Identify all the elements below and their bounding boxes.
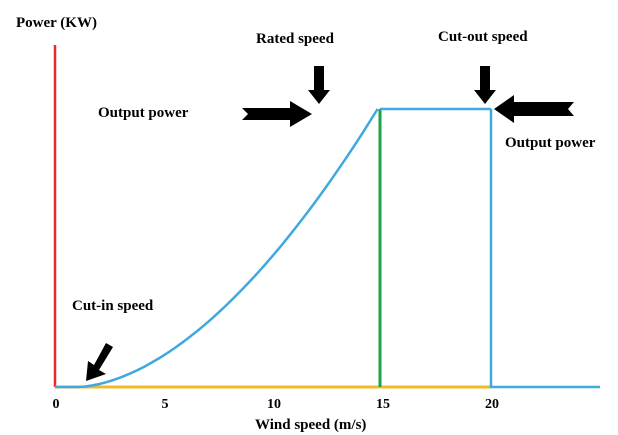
power-curve-cutout-tail [489, 109, 600, 389]
output-power-arrow-right [494, 95, 574, 123]
cut-out-speed-arrow [474, 66, 496, 104]
output-power-arrow-left [242, 101, 312, 127]
x-axis-label: Wind speed (m/s) [255, 417, 366, 433]
cut-in-speed-label: Cut-in speed [72, 298, 154, 314]
cut-out-speed-label: Cut-out speed [438, 29, 528, 45]
x-tick-label: 10 [267, 397, 281, 412]
rated-speed-label: Rated speed [256, 31, 335, 47]
output-power-label-left: Output power [98, 105, 189, 121]
x-tick-label: 15 [376, 397, 390, 412]
x-tick-label: 5 [162, 397, 169, 412]
rated-speed-arrow [308, 66, 330, 104]
power-curve-ramp [55, 108, 379, 389]
x-tick-label: 20 [485, 397, 499, 412]
cut-in-speed-arrow [86, 343, 113, 381]
x-tick-label: 0 [53, 397, 60, 412]
output-power-label-right: Output power [505, 135, 596, 151]
y-axis-label: Power (KW) [16, 15, 97, 31]
